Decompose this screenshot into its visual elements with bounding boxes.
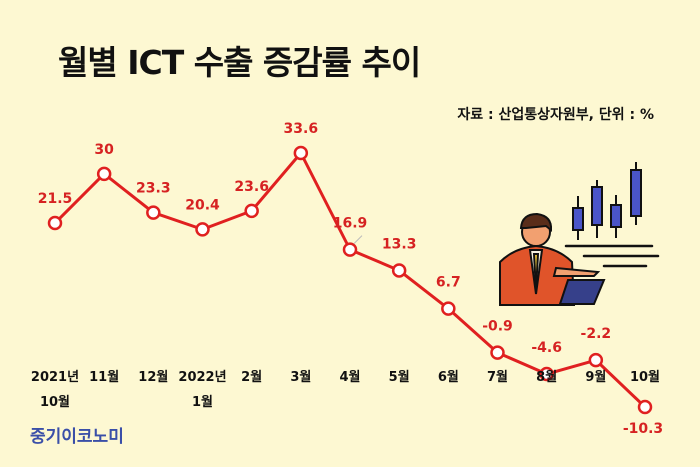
x-tick-label: 10월: [630, 369, 660, 385]
x-tick-label: 10월: [40, 394, 70, 410]
data-point: [441, 301, 456, 316]
x-tick-label: 2월: [241, 369, 262, 385]
data-label: 23.6: [234, 179, 269, 195]
data-label: 30: [94, 142, 114, 158]
x-tick-label: 2021년: [31, 370, 79, 385]
data-label: -2.2: [581, 326, 612, 342]
data-label: 16.9: [333, 216, 368, 232]
data-point: [588, 352, 604, 368]
data-label: 33.6: [284, 121, 319, 137]
data-point: [146, 205, 161, 220]
data-point: [47, 215, 63, 231]
brand-logo: 중기이코노미: [30, 427, 124, 447]
x-tick-label: 12월: [138, 369, 168, 385]
x-tick-label: 6월: [438, 369, 459, 385]
data-label: 20.4: [185, 197, 220, 213]
data-point: [391, 263, 407, 278]
chart-title: 월별 ICT 수출 증감률 추이: [58, 43, 421, 82]
x-tick-label: 2022년: [178, 370, 226, 385]
source-note: 자료 : 산업통상자원부, 단위 : %: [457, 107, 654, 123]
data-point: [195, 222, 210, 237]
data-point: [293, 145, 309, 161]
data-point: [96, 166, 112, 182]
data-point: [342, 242, 358, 257]
data-label: 13.3: [382, 236, 417, 252]
data-label: -10.3: [623, 421, 663, 437]
x-tick-label: 11월: [89, 369, 119, 385]
data-label: 6.7: [436, 275, 461, 291]
x-tick-label: 8월: [536, 369, 557, 385]
data-point: [539, 366, 554, 382]
x-tick-label: 9월: [585, 369, 606, 385]
data-label: 23.3: [136, 181, 171, 197]
data-label: -4.6: [531, 340, 562, 356]
data-point: [637, 399, 653, 415]
x-tick-label: 5월: [389, 369, 410, 385]
data-label: 21.5: [38, 191, 73, 207]
label-pointer: [353, 235, 363, 244]
x-tick-label: 4월: [339, 369, 360, 385]
data-point: [490, 345, 505, 360]
data-point: [244, 203, 259, 219]
x-tick-label: 3월: [290, 369, 311, 385]
x-tick-label: 1월: [192, 394, 213, 410]
x-tick-label: 7월: [487, 369, 508, 385]
investor-analyzing-candlestick-chart-icon: [499, 162, 660, 306]
data-label: -0.9: [482, 319, 513, 335]
